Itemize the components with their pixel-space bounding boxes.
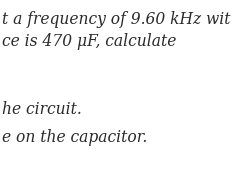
Text: e on the capacitor.: e on the capacitor. — [2, 130, 147, 147]
Text: ce is 470 μF, calculate: ce is 470 μF, calculate — [2, 33, 176, 50]
Text: t a frequency of 9.60 kHz wit: t a frequency of 9.60 kHz wit — [2, 11, 230, 29]
Text: he circuit.: he circuit. — [2, 102, 82, 118]
